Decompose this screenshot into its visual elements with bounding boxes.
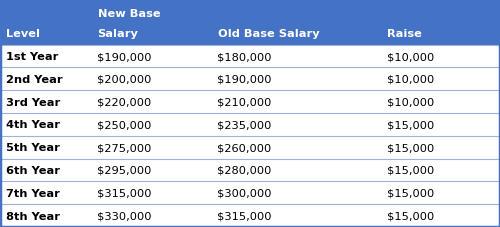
Text: $315,000: $315,000 xyxy=(218,211,272,221)
Text: $15,000: $15,000 xyxy=(388,211,435,221)
Text: $15,000: $15,000 xyxy=(388,188,435,198)
Text: Level: Level xyxy=(6,29,40,39)
Text: $220,000: $220,000 xyxy=(98,97,152,107)
Text: $280,000: $280,000 xyxy=(218,165,272,175)
Text: $210,000: $210,000 xyxy=(218,97,272,107)
Bar xyxy=(0,182,500,204)
Text: 2nd Year: 2nd Year xyxy=(6,74,62,84)
Bar xyxy=(0,0,500,45)
Text: $330,000: $330,000 xyxy=(98,211,152,221)
Text: $15,000: $15,000 xyxy=(388,120,435,130)
Text: $190,000: $190,000 xyxy=(218,74,272,84)
Text: 8th Year: 8th Year xyxy=(6,211,60,221)
Text: $260,000: $260,000 xyxy=(218,143,272,153)
Bar xyxy=(0,159,500,182)
Bar xyxy=(0,114,500,136)
Text: New Base: New Base xyxy=(98,9,160,19)
Text: $15,000: $15,000 xyxy=(388,143,435,153)
Text: $235,000: $235,000 xyxy=(218,120,272,130)
Text: $300,000: $300,000 xyxy=(218,188,272,198)
Text: $10,000: $10,000 xyxy=(388,97,435,107)
Bar xyxy=(0,136,500,159)
Bar xyxy=(0,68,500,91)
Text: $295,000: $295,000 xyxy=(98,165,152,175)
Text: $180,000: $180,000 xyxy=(218,52,272,62)
Text: 5th Year: 5th Year xyxy=(6,143,60,153)
Bar xyxy=(0,91,500,114)
Text: Salary: Salary xyxy=(98,29,138,39)
Text: 3rd Year: 3rd Year xyxy=(6,97,60,107)
Text: Old Base Salary: Old Base Salary xyxy=(218,29,319,39)
Text: $275,000: $275,000 xyxy=(98,143,152,153)
Text: 6th Year: 6th Year xyxy=(6,165,60,175)
Bar xyxy=(0,204,500,227)
Text: 4th Year: 4th Year xyxy=(6,120,60,130)
Text: $10,000: $10,000 xyxy=(388,74,435,84)
Text: $190,000: $190,000 xyxy=(98,52,152,62)
Bar xyxy=(0,45,500,68)
Text: $10,000: $10,000 xyxy=(388,52,435,62)
Text: $200,000: $200,000 xyxy=(98,74,152,84)
Text: 1st Year: 1st Year xyxy=(6,52,59,62)
Text: Raise: Raise xyxy=(388,29,422,39)
Text: $15,000: $15,000 xyxy=(388,165,435,175)
Text: $315,000: $315,000 xyxy=(98,188,152,198)
Text: 7th Year: 7th Year xyxy=(6,188,60,198)
Text: $250,000: $250,000 xyxy=(98,120,152,130)
